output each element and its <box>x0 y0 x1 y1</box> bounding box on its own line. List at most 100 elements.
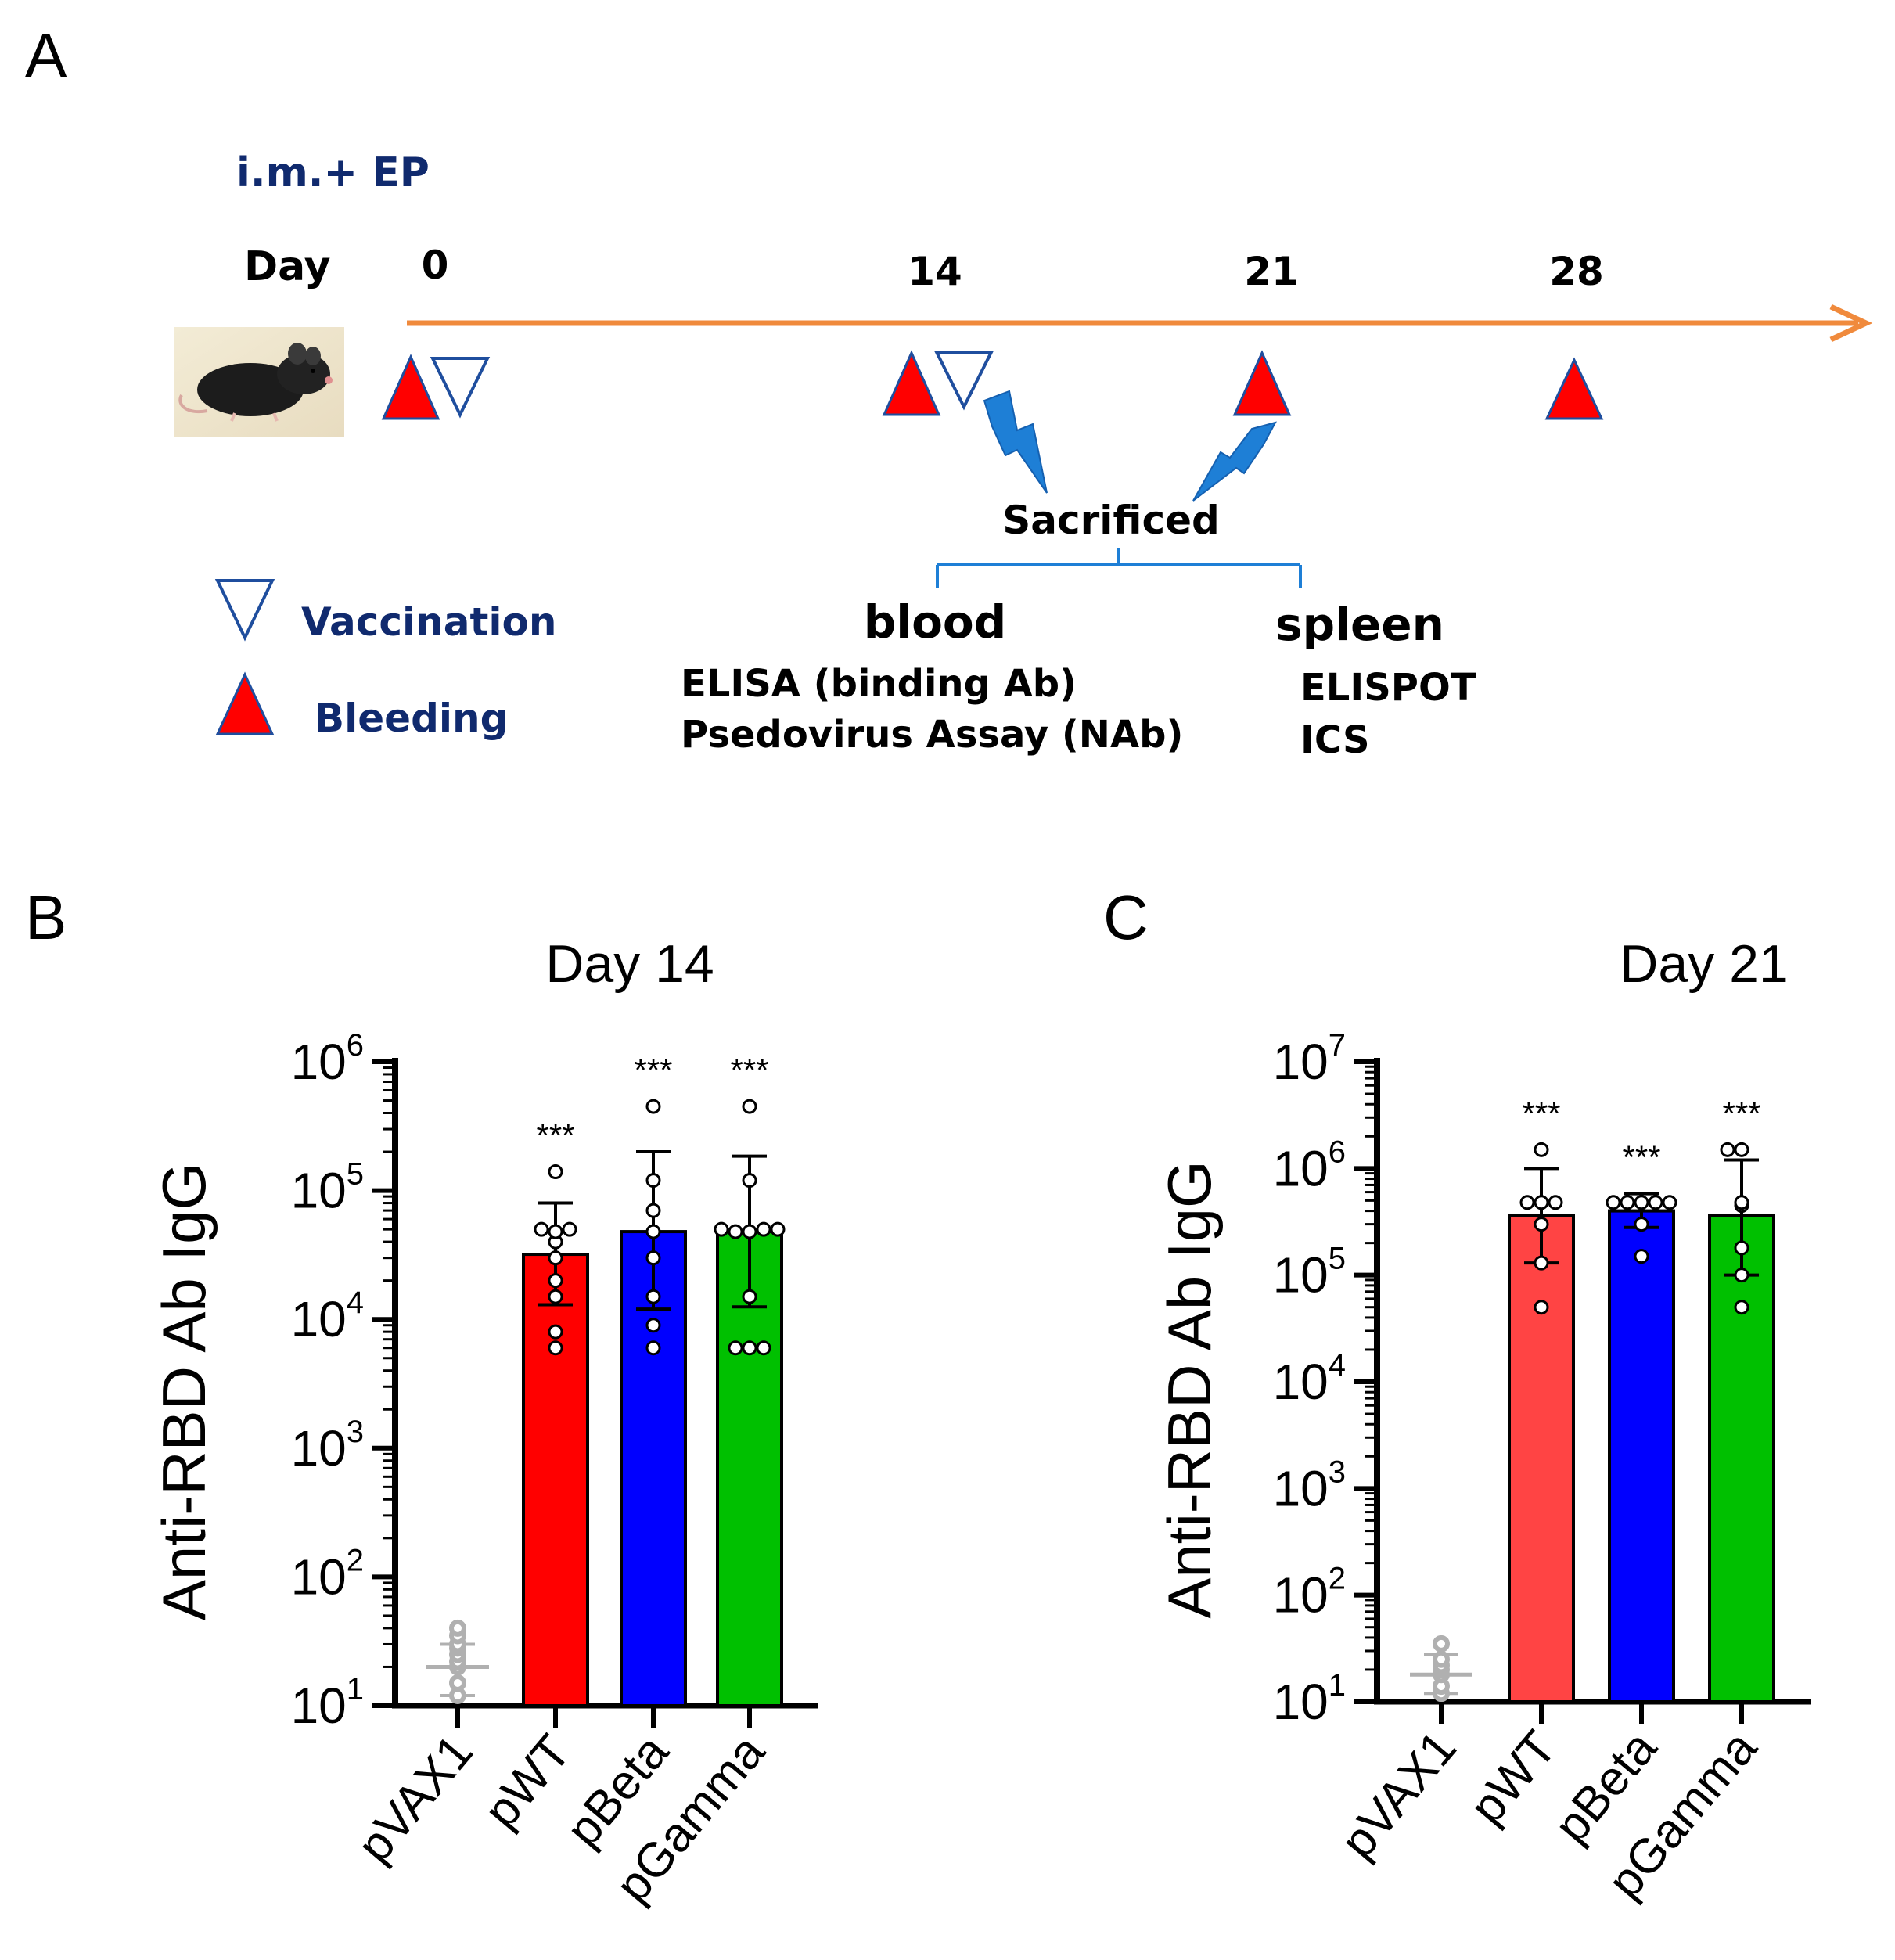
route-label: i.m.+ EP <box>236 149 430 196</box>
data-point-pBeta <box>645 1173 661 1189</box>
data-point-pWT <box>548 1324 563 1340</box>
data-point-pGamma <box>742 1289 757 1304</box>
data-point-pWT <box>548 1250 563 1266</box>
blood-assay-elisa: ELISA (binding Ab) <box>681 662 1077 706</box>
data-point-pGamma <box>1734 1142 1749 1157</box>
sacrificed-label: Sacrificed <box>1002 498 1220 543</box>
spleen-assay-ics: ICS <box>1300 718 1370 762</box>
data-point-pBeta <box>645 1318 661 1333</box>
data-point-pGamma <box>1734 1240 1749 1256</box>
data-point-pWT <box>548 1340 563 1356</box>
bleeding-triangle-icon <box>1232 350 1292 416</box>
bar-pBeta <box>1608 1209 1675 1703</box>
y-axis-label: Anti-RBD Ab IgG <box>149 1163 218 1620</box>
bleeding-triangle-icon <box>381 354 440 420</box>
vaccination-triangle-icon <box>933 351 994 411</box>
blood-assay-psedovirus: Psedovirus Assay (NAb) <box>681 713 1183 757</box>
data-point-pWT <box>548 1273 563 1289</box>
vaccination-triangle-icon <box>214 579 275 642</box>
category-label-pVAX1: pVAX1 <box>347 1725 484 1873</box>
significance-label: *** <box>1722 1095 1760 1131</box>
chart-title: Day 21 <box>1620 934 1788 994</box>
y-tick-label: 106 <box>1273 1135 1346 1196</box>
bar-pWT <box>1508 1214 1575 1703</box>
data-point-pWT <box>1534 1255 1549 1271</box>
schedule-legend: Vaccination Bleeding <box>214 579 556 741</box>
lightning-arrow-icon <box>1192 421 1277 502</box>
spleen-label: spleen <box>1275 598 1444 651</box>
y-tick-label: 101 <box>1273 1668 1346 1730</box>
data-point-pGamma <box>728 1224 743 1239</box>
chart-day-21: Day 21 Anti-RBD Ab IgG 101 102 103 104 105 106 1… <box>1155 934 1811 1908</box>
panel-letter-c: C <box>1103 883 1149 952</box>
y-tick-label: 105 <box>1273 1242 1346 1304</box>
day-0-label: 0 <box>422 243 449 288</box>
data-point-pWT <box>1534 1300 1549 1315</box>
data-point-pVAX1 <box>449 1674 466 1692</box>
day-21-label: 21 <box>1244 249 1299 294</box>
legend-bleeding-label: Bleeding <box>315 696 508 741</box>
data-point-pGamma <box>1720 1142 1735 1157</box>
data-point-pGamma <box>742 1340 757 1356</box>
data-point-pBeta <box>645 1250 661 1266</box>
data-point-pBeta <box>1634 1217 1649 1232</box>
data-point-pBeta <box>1634 1249 1649 1264</box>
day-label: Day <box>244 243 331 290</box>
data-point-pWT <box>534 1221 549 1237</box>
data-point-pBeta <box>645 1340 661 1356</box>
data-point-pGamma <box>1734 1300 1749 1315</box>
data-point-pGamma <box>742 1224 757 1239</box>
data-point-pGamma <box>1734 1195 1749 1210</box>
data-point-pVAX1 <box>449 1619 466 1637</box>
chart-title: Day 14 <box>545 934 714 994</box>
bleeding-triangle-icon <box>1544 357 1604 420</box>
legend-vaccination-label: Vaccination <box>301 599 556 645</box>
chart-day-14: Day 14 Anti-RBD Ab IgG 101 102 103 104 105 106 p… <box>149 934 818 1912</box>
timeline-arrow <box>407 304 1873 343</box>
data-point-pBeta <box>1606 1195 1621 1210</box>
day-28-label: 28 <box>1549 249 1604 294</box>
significance-label: *** <box>536 1117 574 1154</box>
data-point-pBeta <box>1648 1195 1663 1210</box>
bar-pGamma <box>716 1230 783 1708</box>
significance-label: *** <box>1522 1095 1560 1131</box>
y-tick-label: 101 <box>291 1672 364 1734</box>
data-point-pVAX1 <box>1433 1650 1450 1668</box>
data-point-pWT <box>1534 1142 1549 1157</box>
sample-bracket <box>936 548 1302 588</box>
lightning-arrow-icon <box>983 390 1048 494</box>
data-point-pGamma <box>742 1099 757 1114</box>
schedule-markers <box>381 350 1604 420</box>
data-point-pBeta <box>1634 1195 1649 1210</box>
y-tick-label: 107 <box>1273 1028 1346 1090</box>
data-point-pWT <box>1534 1195 1549 1210</box>
y-tick-label: 106 <box>291 1028 364 1090</box>
data-point-pGamma <box>770 1221 786 1237</box>
bar-pGamma <box>1708 1214 1775 1703</box>
data-point-pGamma <box>756 1221 771 1237</box>
data-point-pWT <box>1519 1195 1535 1210</box>
data-point-pBeta <box>645 1224 661 1239</box>
y-tick-label: 105 <box>291 1157 364 1219</box>
bleeding-triangle-icon <box>215 671 275 735</box>
y-tick-label: 103 <box>291 1415 364 1476</box>
data-point-pVAX1 <box>1433 1635 1450 1653</box>
y-tick-label: 102 <box>1273 1562 1346 1624</box>
y-tick-label: 104 <box>291 1286 364 1347</box>
significance-label: *** <box>634 1052 672 1088</box>
category-label-pVAX1: pVAX1 <box>1331 1721 1467 1869</box>
y-tick-label: 104 <box>1273 1348 1346 1410</box>
data-point-pWT <box>1548 1195 1563 1210</box>
panel-letter-b: B <box>25 883 67 952</box>
data-point-pBeta <box>1662 1195 1677 1210</box>
data-point-pGamma <box>742 1173 757 1189</box>
y-axis-label: Anti-RBD Ab IgG <box>1155 1160 1224 1618</box>
data-point-pGamma <box>728 1340 743 1356</box>
data-point-pWT <box>548 1164 563 1180</box>
data-point-pWT <box>562 1221 577 1237</box>
data-point-pBeta <box>1620 1195 1635 1210</box>
data-point-pWT <box>1534 1217 1549 1232</box>
data-point-pWT <box>548 1224 563 1239</box>
y-tick-label: 103 <box>1273 1455 1346 1516</box>
